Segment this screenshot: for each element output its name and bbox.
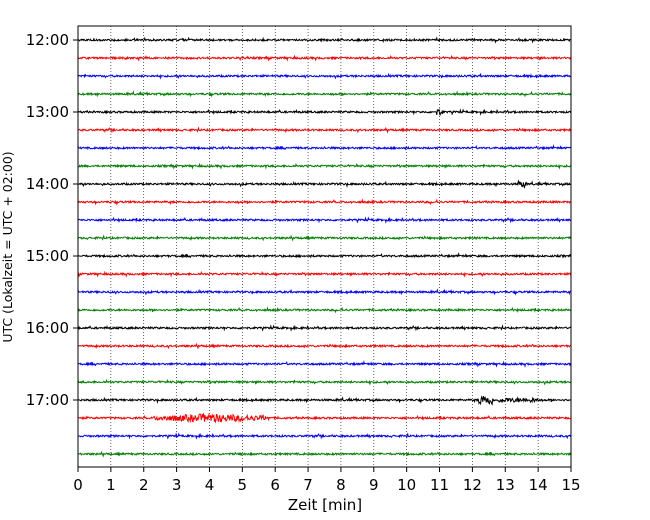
plot-frame <box>77 25 572 468</box>
trace-1645 <box>77 378 572 386</box>
trace-1345 <box>77 162 572 170</box>
trace-1630 <box>77 360 572 368</box>
trace-1300 <box>77 108 572 116</box>
trace-1415 <box>77 198 572 206</box>
y-tick-label: 14:00 <box>26 175 69 193</box>
x-tick-label: 7 <box>303 476 313 494</box>
x-tick-label: 15 <box>561 476 580 494</box>
trace-1615 <box>77 342 572 350</box>
x-axis-ticks: 0 1 2 3 4 5 6 7 8 9 10 11 12 13 14 15 <box>73 467 581 494</box>
trace-1730 <box>77 432 572 440</box>
x-tick-label: 12 <box>463 476 482 494</box>
trace-1400 <box>77 179 572 189</box>
trace-1715 <box>77 412 572 424</box>
y-tick-label: 12:00 <box>26 31 69 49</box>
x-tick-label: 10 <box>397 476 416 494</box>
y-tick-label: 15:00 <box>26 247 69 265</box>
x-tick-label: 5 <box>238 476 248 494</box>
x-tick-label: 6 <box>270 476 280 494</box>
y-tick-label: 13:00 <box>26 103 69 121</box>
trace-1445 <box>77 234 572 242</box>
x-tick-label: 4 <box>205 476 215 494</box>
x-tick-label: 0 <box>73 476 83 494</box>
trace-1215 <box>77 54 572 62</box>
x-tick-label: 3 <box>172 476 182 494</box>
trace-1200 <box>77 36 572 44</box>
trace-1500 <box>77 252 572 259</box>
y-axis-ticks: 12:00 13:00 14:00 15:00 16:00 17:00 <box>26 31 78 409</box>
trace-1745 <box>77 450 572 458</box>
x-tick-label: 11 <box>430 476 449 494</box>
trace-1700 <box>77 395 572 406</box>
trace-1600 <box>77 324 572 332</box>
trace-1430 <box>77 216 572 224</box>
trace-1230 <box>77 72 572 80</box>
trace-1530 <box>77 288 572 296</box>
x-tick-label: 9 <box>369 476 379 494</box>
y-tick-label: 16:00 <box>26 319 69 337</box>
trace-1545 <box>77 306 572 314</box>
trace-1315 <box>77 126 572 134</box>
x-tick-label: 2 <box>139 476 149 494</box>
trace-1245 <box>77 90 572 98</box>
x-tick-label: 8 <box>336 476 346 494</box>
x-tick-label: 13 <box>496 476 515 494</box>
trace-group <box>77 36 572 458</box>
x-tick-label: 1 <box>106 476 116 494</box>
trace-1330 <box>77 144 572 151</box>
x-tick-label: 14 <box>529 476 548 494</box>
y-tick-label: 17:00 <box>26 391 69 409</box>
y-axis-label: UTC (Lokalzeit = UTC + 02:00) <box>0 151 15 342</box>
trace-1515 <box>77 270 572 278</box>
x-axis-label: Zeit [min] <box>288 496 362 514</box>
